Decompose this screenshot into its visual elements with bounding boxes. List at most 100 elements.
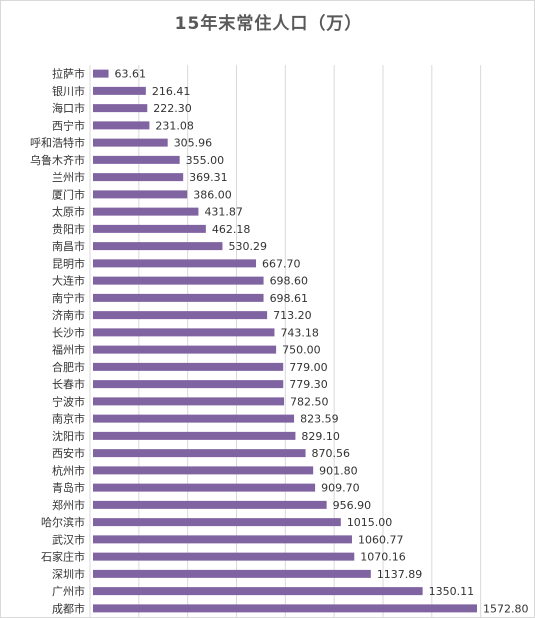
- category-tick-label: 济南市: [52, 308, 85, 322]
- bar: [93, 311, 268, 320]
- labels: 拉萨市 63.61 银川市 216.41 海口市 222.30 西宁市 231.08 呼和浩特市…: [30, 67, 529, 616]
- category-tick-label: 贵阳市: [52, 222, 85, 236]
- bar-value-label: 870.56: [312, 447, 351, 460]
- category-tick-label: 海口市: [52, 101, 85, 115]
- category-tick-label: 呼和浩特市: [30, 136, 85, 150]
- bar: [93, 587, 423, 596]
- category-tick-label: 西安市: [52, 446, 85, 460]
- bar: [93, 414, 295, 423]
- bar-value-label: 750.00: [282, 344, 321, 357]
- bar: [93, 138, 168, 147]
- bar: [93, 518, 341, 527]
- bar-value-label: 667.70: [262, 257, 301, 270]
- bar-value-label: 1137.89: [377, 568, 423, 581]
- chart-title: 15年末常住人口（万）: [174, 14, 363, 34]
- category-tick-label: 银川市: [52, 84, 85, 98]
- bar: [93, 397, 285, 406]
- category-tick-label: 兰州市: [52, 170, 85, 184]
- bar: [93, 362, 284, 371]
- bar: [93, 380, 284, 389]
- bar-value-label: 829.10: [301, 430, 340, 443]
- bar: [93, 466, 314, 475]
- bar: [93, 535, 352, 544]
- bar-value-label: 901.80: [319, 464, 358, 477]
- bar-value-label: 222.30: [153, 102, 192, 115]
- bar-value-label: 1015.00: [347, 516, 393, 529]
- bar-value-label: 698.61: [270, 292, 309, 305]
- bar-value-label: 231.08: [155, 119, 194, 132]
- bar: [93, 293, 264, 302]
- bar: [93, 483, 316, 492]
- category-tick-label: 青岛市: [52, 481, 85, 495]
- category-tick-label: 拉萨市: [52, 67, 85, 81]
- bar-value-label: 369.31: [189, 171, 228, 184]
- bar: [93, 500, 327, 509]
- bar: [93, 86, 146, 95]
- bar: [93, 276, 264, 285]
- bar: [93, 242, 223, 251]
- bar: [93, 121, 150, 130]
- bar-value-label: 779.00: [289, 361, 328, 374]
- bar: [93, 604, 477, 613]
- bar: [93, 155, 180, 164]
- category-tick-label: 南昌市: [52, 239, 85, 253]
- bar: [93, 328, 275, 337]
- category-tick-label: 郑州市: [52, 498, 85, 512]
- category-tick-label: 宁波市: [52, 394, 85, 408]
- bar-value-label: 386.00: [193, 188, 232, 201]
- category-tick-label: 成都市: [52, 601, 85, 615]
- category-tick-label: 西宁市: [52, 118, 85, 132]
- category-tick-label: 深圳市: [52, 567, 85, 581]
- category-tick-label: 石家庄市: [41, 550, 85, 564]
- bar-value-label: 1572.80: [483, 602, 529, 615]
- gridlines: [89, 65, 482, 617]
- bar-value-label: 779.30: [289, 378, 328, 391]
- category-tick-label: 福州市: [52, 343, 85, 357]
- bar-value-label: 1350.11: [429, 585, 475, 598]
- bar: [93, 431, 296, 440]
- category-tick-label: 大连市: [52, 274, 85, 288]
- bars: [93, 69, 477, 613]
- bar: [93, 104, 148, 113]
- bar-value-label: 1060.77: [358, 533, 404, 546]
- category-tick-label: 南京市: [52, 412, 85, 426]
- category-tick-label: 长沙市: [52, 325, 85, 339]
- bar-value-label: 1070.16: [360, 551, 406, 564]
- bar: [93, 69, 109, 78]
- bar-value-label: 909.70: [321, 482, 360, 495]
- bar-value-label: 216.41: [152, 85, 191, 98]
- bar-value-label: 355.00: [186, 154, 225, 167]
- category-tick-label: 太原市: [52, 205, 85, 219]
- bar: [93, 552, 355, 561]
- bar: [93, 449, 306, 458]
- category-tick-label: 长春市: [52, 377, 85, 391]
- bar-value-label: 431.87: [204, 206, 243, 219]
- category-tick-label: 昆明市: [52, 256, 85, 270]
- category-tick-label: 厦门市: [52, 187, 85, 201]
- bar: [93, 207, 199, 216]
- bar: [93, 259, 257, 268]
- bar-value-label: 743.18: [280, 326, 319, 339]
- bar-value-label: 823.59: [300, 413, 339, 426]
- category-tick-label: 沈阳市: [52, 429, 85, 443]
- bar-value-label: 698.60: [270, 275, 309, 288]
- category-tick-label: 广州市: [52, 584, 85, 598]
- bar-value-label: 63.61: [115, 68, 147, 81]
- bar: [93, 190, 188, 199]
- category-tick-label: 合肥市: [52, 360, 85, 374]
- bar-value-label: 530.29: [228, 240, 266, 253]
- bar-value-label: 713.20: [273, 309, 312, 322]
- bar-value-label: 782.50: [290, 395, 329, 408]
- bar-value-label: 956.90: [333, 499, 372, 512]
- category-tick-label: 乌鲁木齐市: [30, 153, 85, 167]
- bar: [93, 224, 206, 233]
- bar-value-label: 462.18: [212, 223, 251, 236]
- bar: [93, 173, 184, 182]
- bar-value-label: 305.96: [174, 137, 213, 150]
- category-tick-label: 哈尔滨市: [41, 515, 85, 529]
- category-tick-label: 武汉市: [52, 532, 85, 546]
- bar: [93, 569, 371, 578]
- category-tick-label: 杭州市: [52, 463, 85, 477]
